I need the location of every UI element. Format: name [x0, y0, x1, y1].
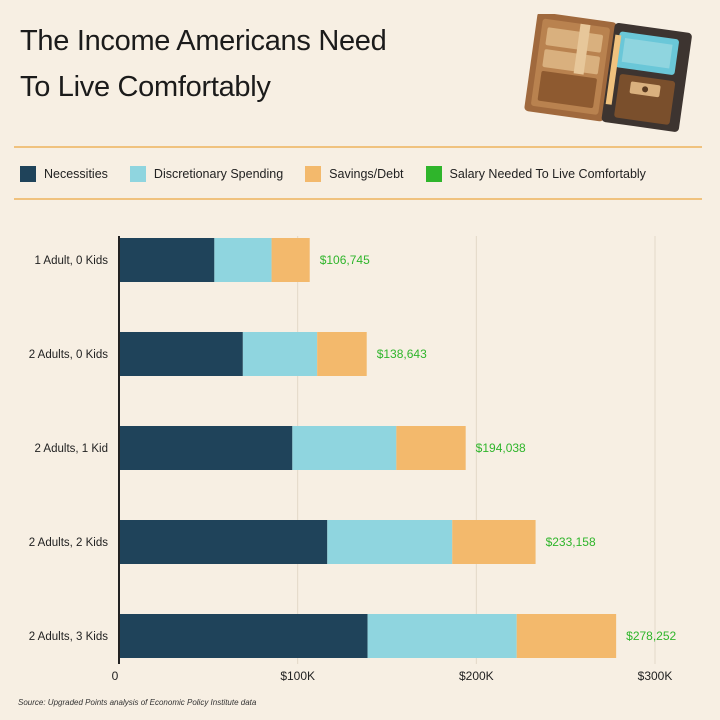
category-label: 2 Adults, 2 Kids — [29, 537, 109, 549]
total-label: $138,643 — [377, 347, 427, 361]
bar-segment-savings-debt — [452, 520, 536, 564]
total-label: $233,158 — [546, 535, 596, 549]
total-label: $194,038 — [476, 441, 526, 455]
category-label: 2 Adults, 0 Kids — [29, 349, 109, 361]
legend-label: Discretionary Spending — [153, 167, 284, 181]
category-label: 2 Adults, 3 Kids — [29, 631, 109, 643]
legend-label: Necessities — [44, 167, 108, 181]
legend-label: Salary Needed To Live Comfortably — [449, 167, 646, 181]
legend-item-discretionary: Discretionary Spending — [129, 166, 284, 182]
page-title: The Income Americans Need To Live Comfor… — [20, 18, 440, 110]
title-line-2: To Live Comfortably — [20, 71, 271, 103]
bar-segment-discretionary-spending — [242, 332, 318, 376]
bar-segment-savings-debt — [396, 426, 466, 470]
bar-segment-discretionary-spending — [327, 520, 453, 564]
total-label: $106,745 — [320, 253, 370, 267]
bar-segment-savings-debt — [317, 332, 367, 376]
bar-segment-discretionary-spending — [214, 238, 272, 282]
wallet-icon — [524, 12, 692, 137]
bar-segment-savings-debt — [271, 238, 310, 282]
legend-swatch — [129, 166, 146, 182]
x-tick-label: $300K — [638, 669, 673, 683]
legend: Necessities Discretionary Spending Savin… — [20, 158, 710, 190]
category-label: 1 Adult, 0 Kids — [34, 255, 108, 267]
legend-swatch — [305, 166, 322, 182]
source-note: Source: Upgraded Points analysis of Econ… — [18, 698, 257, 707]
bar-segment-necessities — [119, 614, 368, 658]
x-tick-label: 0 — [112, 669, 119, 683]
x-tick-label: $200K — [459, 669, 494, 683]
legend-swatch — [425, 166, 442, 182]
title-line-1: The Income Americans Need — [20, 25, 387, 57]
legend-swatch — [20, 166, 36, 182]
bar-segment-necessities — [119, 520, 328, 564]
bar-segment-necessities — [119, 238, 215, 282]
total-label: $278,252 — [626, 629, 676, 643]
legend-item-necessities: Necessities — [20, 166, 108, 182]
legend-label: Savings/Debt — [329, 167, 404, 181]
bar-segment-necessities — [119, 426, 293, 470]
x-tick-label: $100K — [280, 669, 315, 683]
bar-segment-discretionary-spending — [292, 426, 397, 470]
category-label: 2 Adults, 1 Kid — [34, 443, 108, 455]
bar-segment-savings-debt — [516, 614, 617, 658]
bar-segment-discretionary-spending — [367, 614, 517, 658]
legend-top-rule — [14, 146, 702, 148]
legend-bottom-rule — [14, 198, 702, 200]
legend-item-savings: Savings/Debt — [305, 166, 404, 182]
bar-segment-necessities — [119, 332, 243, 376]
legend-item-salary: Salary Needed To Live Comfortably — [425, 166, 646, 182]
